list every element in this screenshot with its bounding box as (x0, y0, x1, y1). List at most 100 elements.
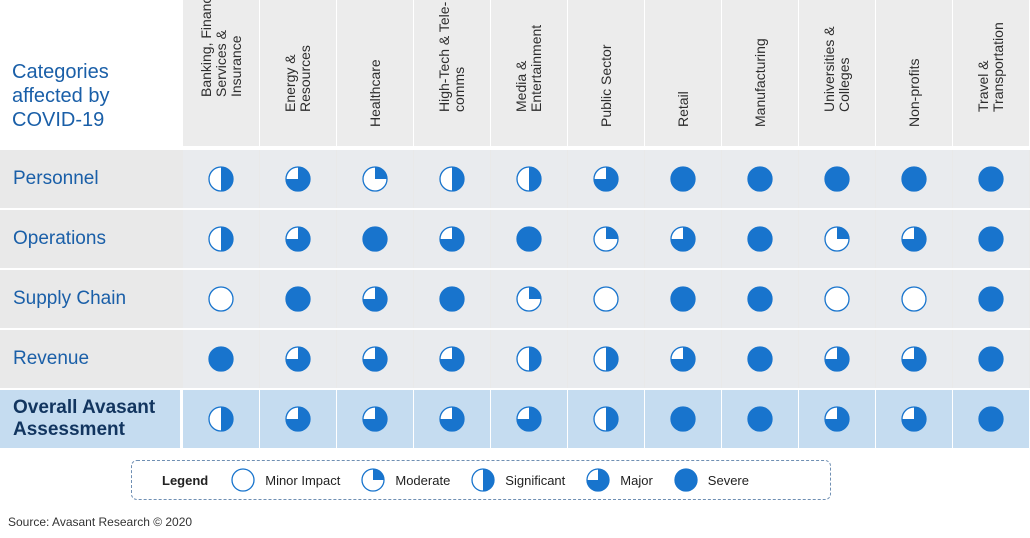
column-header: High-Tech & Tele-comms (414, 0, 490, 146)
row-label: Revenue (13, 330, 183, 388)
harvey-ball-major (516, 406, 542, 432)
harvey-ball-significant (593, 346, 619, 372)
corner-label-line: COVID-19 (12, 109, 105, 131)
table-cell (414, 150, 490, 208)
column-header: Energy & Resources (260, 0, 336, 146)
harvey-ball-major (901, 346, 927, 372)
harvey-ball-moderate (593, 226, 619, 252)
harvey-ball-minor (208, 286, 234, 312)
harvey-ball-major (439, 346, 465, 372)
harvey-ball-minor (901, 286, 927, 312)
table-cell (953, 210, 1029, 268)
table-cell (722, 330, 798, 388)
column-header-line: Healthcare (366, 59, 383, 127)
table-cell (953, 330, 1029, 388)
harvey-ball-moderate (516, 286, 542, 312)
column-header-line: Transportation (990, 22, 1006, 112)
legend-items: Minor Impact Moderate Significant Major Seve… (230, 467, 769, 493)
legend-title: Legend (162, 472, 209, 488)
row-label-line: Assessment (13, 419, 125, 440)
legend-item-label: Minor Impact (265, 472, 341, 488)
table-cell (260, 270, 336, 328)
table-cell (337, 330, 413, 388)
column-header: Retail (645, 0, 721, 146)
table-row: Operations (0, 210, 1030, 268)
table-cell (414, 210, 490, 268)
column-header: Banking, Financial Services & Insurance (183, 0, 259, 146)
legend-item-label: Moderate (395, 472, 451, 488)
row-label-line: Operations (13, 228, 106, 249)
table-cell (645, 150, 721, 208)
table-cell (722, 270, 798, 328)
harvey-ball-major (586, 468, 610, 492)
harvey-ball-minor (824, 286, 850, 312)
harvey-ball-severe (978, 346, 1004, 372)
harvey-ball-severe (208, 346, 234, 372)
legend-item-label: Severe (707, 472, 749, 488)
harvey-ball-significant (516, 166, 542, 192)
table-cell (876, 390, 952, 448)
table-cell (337, 210, 413, 268)
corner-label-line: Categories (12, 61, 109, 83)
column-header-line: Universities & (821, 26, 837, 112)
source-note: Source: Avasant Research © 2020 (8, 515, 193, 529)
table-cell (260, 210, 336, 268)
harvey-ball-minor (593, 286, 619, 312)
legend: Legend Minor Impact Moderate Significant Ma… (131, 460, 831, 500)
table-cell (645, 210, 721, 268)
harvey-ball-major (439, 226, 465, 252)
column-header-line: Public Sector (597, 44, 614, 127)
table-cell (876, 210, 952, 268)
impact-table: Categories affected by COVID-19 Banking,… (0, 0, 1030, 448)
harvey-ball-moderate (824, 226, 850, 252)
column-header-label: Non-profits (906, 0, 922, 127)
harvey-ball-moderate (361, 468, 386, 492)
column-header-line: Energy & (282, 54, 298, 112)
harvey-ball-severe (978, 226, 1004, 252)
column-header-line: Travel & (975, 60, 991, 112)
column-header-label: Retail (675, 0, 691, 127)
harvey-ball-significant (208, 226, 234, 252)
row-label-line: Revenue (13, 348, 90, 369)
harvey-ball-major (824, 406, 850, 432)
table-cell (414, 330, 490, 388)
column-header-label: Manufacturing (751, 0, 768, 127)
table-cell (260, 390, 336, 448)
column-header-line: Colleges (836, 57, 852, 112)
column-header-label: Banking, Financial Services & Insurance (198, 0, 244, 97)
column-header-line: comms (451, 66, 467, 112)
table-cell (491, 150, 567, 208)
table-cell (876, 270, 952, 328)
row-label: Operations (13, 210, 183, 268)
table-cell (876, 330, 952, 388)
harvey-ball-severe (439, 286, 465, 312)
row-label: Supply Chain (13, 270, 183, 328)
harvey-ball-major (670, 226, 696, 252)
harvey-ball-severe (978, 406, 1004, 432)
corner-label-line: affected by (12, 85, 110, 107)
column-header: Public Sector (568, 0, 644, 146)
overall-row: Overall Avasant Assessment (0, 390, 1030, 448)
table-cell (568, 210, 644, 268)
table-cell (260, 330, 336, 388)
table-cell (799, 330, 875, 388)
column-header-line: Manufacturing (751, 38, 768, 127)
harvey-ball-severe (670, 286, 696, 312)
table-cell (953, 150, 1029, 208)
harvey-ball-severe (747, 226, 773, 252)
column-header-label: Travel & Transportation (975, 0, 1006, 112)
table-cell (722, 210, 798, 268)
column-header-line: High-Tech & Tele- (436, 1, 452, 112)
table-cell (183, 150, 259, 208)
table-cell (337, 270, 413, 328)
harvey-ball-major (362, 406, 388, 432)
harvey-ball-severe (824, 166, 850, 192)
column-header-label: Healthcare (366, 0, 383, 127)
column-header: Non-profits (876, 0, 952, 146)
harvey-ball-severe (747, 166, 773, 192)
table-cell (491, 210, 567, 268)
legend-item: Minor Impact (230, 467, 340, 493)
table-cell (183, 390, 259, 448)
table-row: Personnel (0, 150, 1030, 208)
column-header-line: Services & (212, 30, 229, 97)
